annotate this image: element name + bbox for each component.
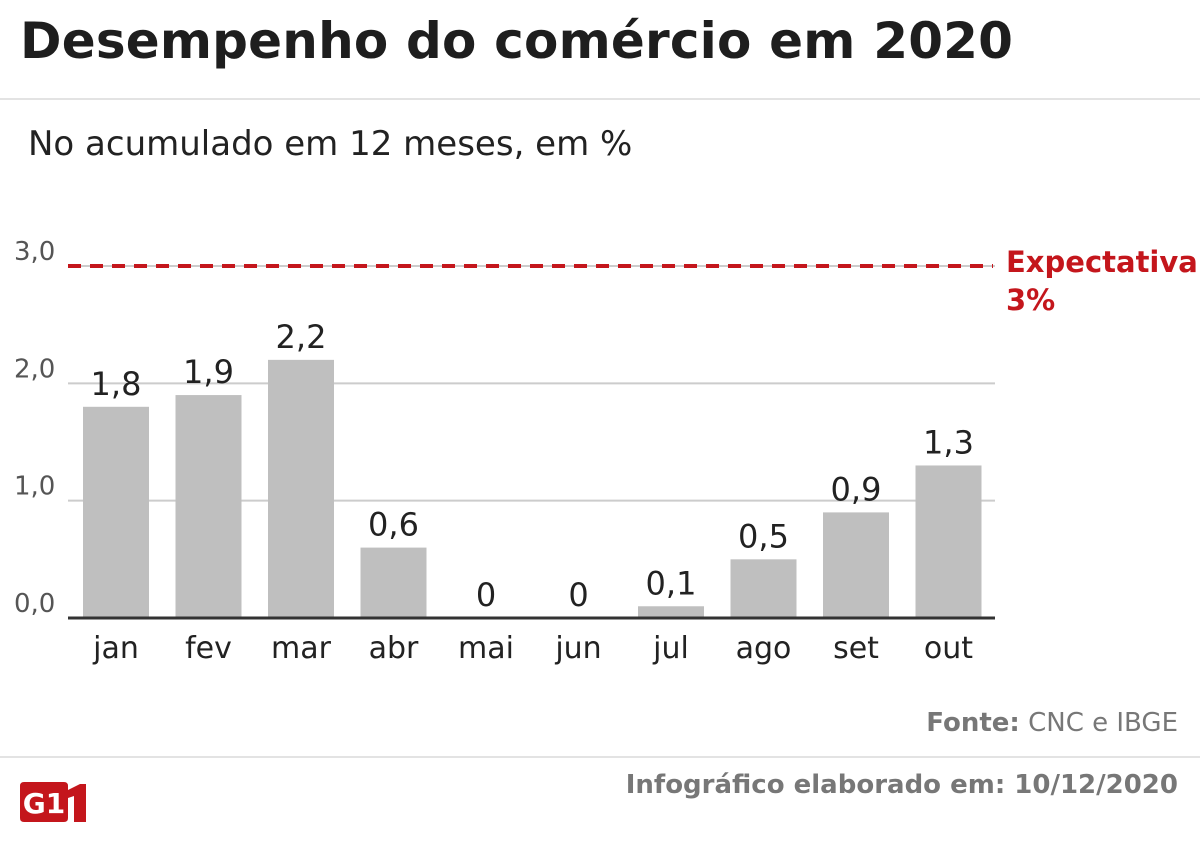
- bar-value-label: 0,9: [831, 470, 882, 508]
- bar-value-label: 1,3: [923, 423, 974, 461]
- bar: [360, 547, 427, 618]
- x-tick-label: mai: [458, 631, 514, 666]
- bar: [730, 559, 797, 618]
- x-tick-label: jan: [92, 631, 139, 666]
- x-tick-label: ago: [736, 631, 792, 666]
- chart-title: Desempenho do comércio em 2020: [20, 12, 1014, 70]
- bar-value-label: 0,6: [368, 506, 419, 544]
- x-tick-label: jun: [554, 631, 601, 666]
- y-tick-label: 3,0: [14, 237, 55, 267]
- footer-divider: [0, 756, 1200, 758]
- source-label: Fonte:: [926, 708, 1020, 738]
- bar-value-label: 0,5: [738, 517, 789, 555]
- y-tick-label: 1,0: [14, 472, 55, 502]
- bar-value-label: 2,2: [276, 318, 327, 356]
- g1-logo-text: G1: [23, 787, 65, 820]
- bar-value-label: 1,8: [91, 365, 142, 403]
- bar: [83, 406, 149, 618]
- bar-chart: 0,0 1,0 2,0 3,0 Expectativa 3% 1,8 jan 1,9 fev 2,2…: [14, 237, 1198, 666]
- bar-value-label: 0: [476, 576, 496, 614]
- bar-value-label: 0,1: [646, 564, 697, 602]
- source-note: Fonte: CNC e IBGE: [926, 708, 1178, 738]
- bar: [823, 512, 889, 618]
- bar: [638, 606, 704, 618]
- expectation-label: Expectativa: [1006, 245, 1198, 279]
- bar-value-label: 0: [568, 576, 588, 614]
- x-tick-label: out: [924, 631, 973, 666]
- y-tick-label: 2,0: [14, 354, 55, 384]
- x-tick-label: set: [833, 631, 879, 666]
- x-tick-label: fev: [185, 631, 232, 666]
- x-tick-label: abr: [369, 631, 419, 666]
- y-tick-label: 0,0: [14, 589, 55, 619]
- title-divider: [0, 98, 1200, 100]
- x-tick-label: mar: [271, 631, 332, 666]
- bar: [915, 465, 982, 618]
- expectation-value-label: 3%: [1006, 283, 1055, 317]
- source-text: CNC e IBGE: [1028, 708, 1178, 738]
- bar-value-label: 1,9: [183, 353, 234, 391]
- x-tick-label: jul: [652, 631, 689, 666]
- chart-subtitle: No acumulado em 12 meses, em %: [28, 124, 633, 164]
- bar: [175, 395, 242, 618]
- bar: [268, 359, 334, 618]
- g1-logo: G1: [20, 782, 86, 822]
- infographic-credit: Infográfico elaborado em: 10/12/2020: [625, 770, 1178, 800]
